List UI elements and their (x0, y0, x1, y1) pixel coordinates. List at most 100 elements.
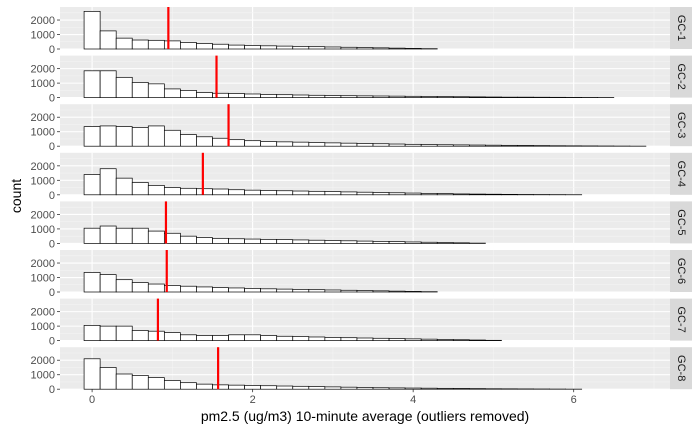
histogram-bar (340, 289, 358, 293)
facet-strip (670, 298, 692, 341)
histogram-bar (468, 193, 486, 196)
histogram-bar (131, 182, 149, 196)
histogram-bar (436, 144, 454, 147)
histogram-bar (83, 325, 101, 341)
histogram-bar (324, 386, 342, 390)
histogram-bar (83, 10, 101, 50)
histogram-bar (115, 76, 133, 98)
histogram-bar (292, 289, 310, 293)
histogram-bar (131, 330, 149, 341)
facet-strip (670, 7, 692, 49)
y-tick-label: 1000 (31, 321, 55, 333)
y-axis-title: count (8, 179, 24, 213)
histogram-bar (372, 290, 390, 293)
histogram-bar (180, 42, 197, 50)
histogram-bar (228, 189, 245, 196)
y-tick-label: 0 (49, 287, 55, 299)
histogram-bar (388, 95, 406, 98)
y-tick-label: 0 (49, 44, 55, 56)
histogram-bar (115, 177, 133, 196)
histogram-bar (324, 191, 342, 196)
histogram-bar (276, 335, 294, 341)
facet-panel: 0 1000 2000 GC-3 (31, 104, 692, 153)
histogram-bar (420, 193, 438, 196)
histogram-bar (388, 192, 406, 196)
histogram-bar (131, 39, 149, 50)
histogram-bar (292, 141, 310, 147)
histogram-bar (147, 230, 165, 244)
histogram-bar (340, 95, 358, 98)
histogram-bar (436, 193, 454, 196)
histogram-bar (147, 125, 165, 147)
facet-strip-label: GC-8 (675, 355, 687, 381)
histogram-bar (517, 145, 534, 147)
y-tick-label: 2000 (31, 112, 55, 124)
histogram-bar (99, 225, 117, 244)
histogram-bar (99, 70, 117, 98)
histogram-bar (99, 30, 117, 50)
histogram-bar (420, 387, 438, 390)
histogram-bar (212, 188, 229, 196)
histogram-bar (115, 227, 133, 244)
histogram-bar (324, 142, 342, 147)
histogram-bar (99, 125, 117, 147)
histogram-bar (356, 95, 374, 98)
histogram-bar (244, 385, 262, 390)
histogram-bar (485, 96, 502, 98)
y-tick-label: 1000 (31, 30, 55, 42)
histogram-bar (163, 187, 181, 196)
facet-strip-label: GC-2 (675, 63, 687, 89)
x-axis-title: pm2.5 (ug/m3) 10-minute average (outlier… (201, 408, 529, 424)
facet-panel: 0 1000 2000 GC-8 (31, 347, 692, 396)
histogram-bar (163, 40, 181, 50)
histogram-bar (308, 142, 326, 147)
histogram-bar (228, 287, 245, 293)
histogram-bar (196, 92, 213, 98)
histogram-bar (180, 90, 197, 98)
histogram-bar (163, 88, 181, 98)
histogram-bar (276, 45, 294, 50)
histogram-bar (372, 337, 390, 341)
histogram-bar (452, 388, 470, 390)
histogram-bar (244, 93, 262, 98)
histogram-bar (147, 283, 165, 293)
histogram-bar (196, 237, 213, 244)
histogram-bar (436, 96, 454, 98)
histogram-bar (340, 142, 358, 147)
histogram-bar (276, 239, 294, 244)
histogram-bar (404, 338, 422, 341)
histogram-bar (308, 190, 326, 196)
histogram-bar (340, 46, 358, 50)
histogram-bar (452, 339, 470, 341)
histogram-bar (404, 387, 422, 390)
histogram-bar (244, 45, 262, 50)
histogram-bar (131, 82, 149, 98)
histogram-bar (212, 137, 229, 147)
facet-strip (670, 250, 692, 292)
y-tick-label: 2000 (31, 258, 55, 270)
histogram-bar (308, 289, 326, 293)
histogram-bar (260, 45, 278, 50)
histogram-bar (356, 290, 374, 293)
histogram-bar (292, 336, 310, 341)
facet-strip (670, 152, 692, 195)
histogram-bar (131, 127, 149, 147)
histogram-bar (308, 94, 326, 98)
histogram-bar (356, 240, 374, 244)
histogram-bar (388, 290, 406, 293)
x-tick-label: 4 (410, 394, 416, 406)
histogram-bar (468, 339, 486, 341)
histogram-bar (260, 238, 278, 244)
histogram-bar (452, 193, 470, 196)
x-tick-label: 0 (89, 394, 95, 406)
histogram-bar (163, 332, 181, 341)
y-tick-label: 2000 (31, 209, 55, 221)
histogram-bar (147, 39, 165, 50)
histogram-bar (180, 334, 197, 341)
histogram-bar (147, 330, 165, 341)
y-tick-label: 1000 (31, 224, 55, 236)
histogram-bar (292, 385, 310, 390)
facet-strip (670, 347, 692, 390)
histogram-bar (228, 139, 245, 147)
